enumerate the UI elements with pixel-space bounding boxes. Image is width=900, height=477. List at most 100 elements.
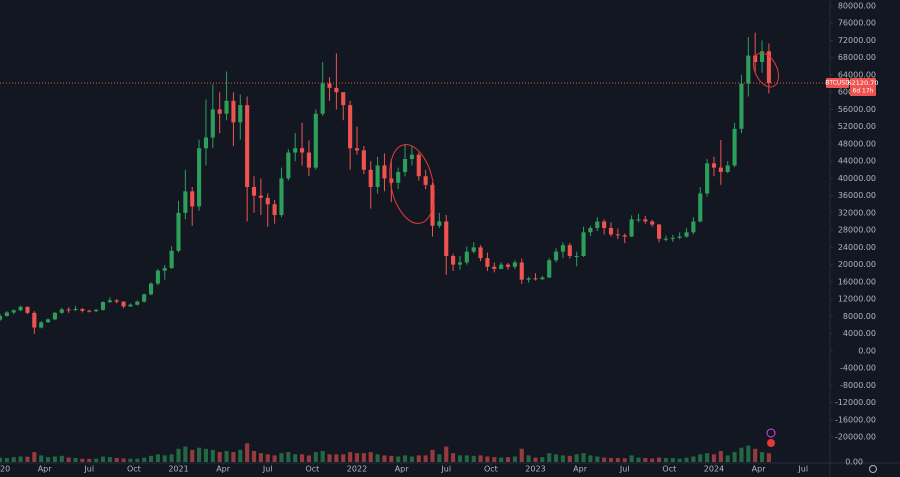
volume-bar	[121, 458, 126, 462]
candle-body	[224, 100, 229, 114]
y-tick-label: -12000.00	[835, 398, 876, 407]
countdown-label: 6d 17h	[853, 88, 874, 95]
candle-body	[533, 278, 538, 280]
symbol-label: BTCUSD	[825, 80, 850, 87]
volume-bar	[313, 452, 318, 462]
candle-body	[574, 255, 579, 257]
event-icons[interactable]	[766, 428, 776, 447]
volume-bar	[361, 453, 366, 462]
settings-icon[interactable]	[869, 465, 877, 473]
volume-bar	[533, 457, 538, 462]
candle-body	[705, 163, 710, 194]
candle-body	[272, 204, 277, 216]
candle-body	[409, 154, 414, 160]
y-tick-label: 20000.00	[838, 260, 876, 269]
y-tick-label: 48000.00	[838, 139, 876, 148]
drawn-ellipse	[752, 52, 780, 88]
volume-bar	[66, 457, 71, 462]
volume-bar	[478, 455, 483, 462]
y-tick-label: 52000.00	[838, 122, 876, 131]
volume-bar	[73, 458, 78, 462]
volume-bar	[677, 458, 682, 462]
candle-body	[169, 250, 174, 269]
candle-body	[238, 105, 243, 123]
candle-body	[499, 264, 504, 269]
y-tick-label: 32000.00	[838, 208, 876, 217]
volume-bar	[691, 456, 696, 462]
candle-body	[11, 310, 16, 313]
y-tick-label: 24000.00	[838, 243, 876, 252]
y-tick-label: 56000.00	[838, 105, 876, 114]
candle-body	[217, 109, 222, 114]
candle-body	[739, 83, 744, 129]
volume-bar	[203, 448, 209, 462]
candle-body	[471, 247, 476, 252]
volume-bar	[210, 449, 215, 462]
last-price-label: 62120.70	[847, 79, 878, 87]
volume-bar	[306, 455, 311, 462]
candle-body	[526, 278, 531, 280]
y-tick-label: -20000.00	[835, 433, 876, 442]
x-tick-label: Apr	[216, 465, 231, 474]
candle-body	[341, 92, 346, 106]
candle-body	[423, 176, 428, 185]
x-tick-label: Apr	[573, 465, 588, 474]
candle-body	[608, 227, 614, 235]
volume-bar	[519, 448, 524, 462]
candle-body	[759, 51, 765, 63]
volume-bar	[402, 455, 408, 462]
volume-bar	[217, 452, 222, 462]
volume-bar	[457, 455, 463, 462]
y-tick-label: 16000.00	[838, 277, 876, 286]
candle-body	[430, 184, 435, 226]
x-tick-label: Apr	[395, 465, 410, 474]
volume-bar	[560, 455, 566, 462]
volume-bar	[52, 456, 57, 462]
volume-bar	[114, 458, 119, 462]
volume-bar	[753, 448, 758, 462]
candle-body	[402, 159, 408, 172]
volume-bar	[389, 455, 394, 462]
candle-body	[684, 232, 689, 237]
candle-body	[128, 304, 133, 307]
candle-body	[492, 266, 497, 269]
x-tick-label: Oct	[484, 465, 498, 474]
candle-body	[45, 319, 51, 323]
y-tick-label: 80000.00	[838, 2, 876, 11]
candle-body	[197, 148, 202, 207]
volume-tick-label: 0.00	[845, 458, 863, 467]
volume-bar	[238, 449, 243, 462]
volume-bar	[636, 457, 641, 462]
y-tick-label: -4000.00	[840, 364, 876, 373]
y-tick-label: 76000.00	[838, 19, 876, 28]
y-tick-label: 72000.00	[838, 36, 876, 45]
candle-body	[52, 312, 57, 320]
y-tick-label: 68000.00	[838, 53, 876, 62]
candle-body	[80, 308, 85, 311]
volume-bar	[437, 454, 442, 462]
candle-body	[396, 171, 401, 183]
drawn-ellipse	[389, 144, 435, 224]
event-icon[interactable]	[766, 428, 776, 438]
candle-body	[485, 258, 490, 267]
volume-bar	[320, 451, 325, 462]
candle-body	[519, 262, 524, 280]
volume-bar	[231, 452, 236, 462]
y-tick-label: 0.00	[858, 346, 876, 355]
volume-bar	[423, 455, 428, 462]
event-icon[interactable]	[767, 439, 775, 447]
volume-bar	[4, 458, 9, 462]
candle-body	[66, 309, 71, 311]
volume-bar	[327, 454, 332, 462]
candle-body	[87, 310, 92, 312]
volume-bar	[59, 455, 64, 462]
volume-bar	[354, 453, 360, 462]
candle-body	[382, 165, 387, 179]
volume-bar	[265, 454, 270, 462]
volume-bar	[663, 458, 668, 462]
candle-body	[375, 165, 380, 188]
volume-bar	[286, 452, 291, 462]
candle-body	[732, 128, 737, 166]
volume-bar	[739, 447, 744, 462]
